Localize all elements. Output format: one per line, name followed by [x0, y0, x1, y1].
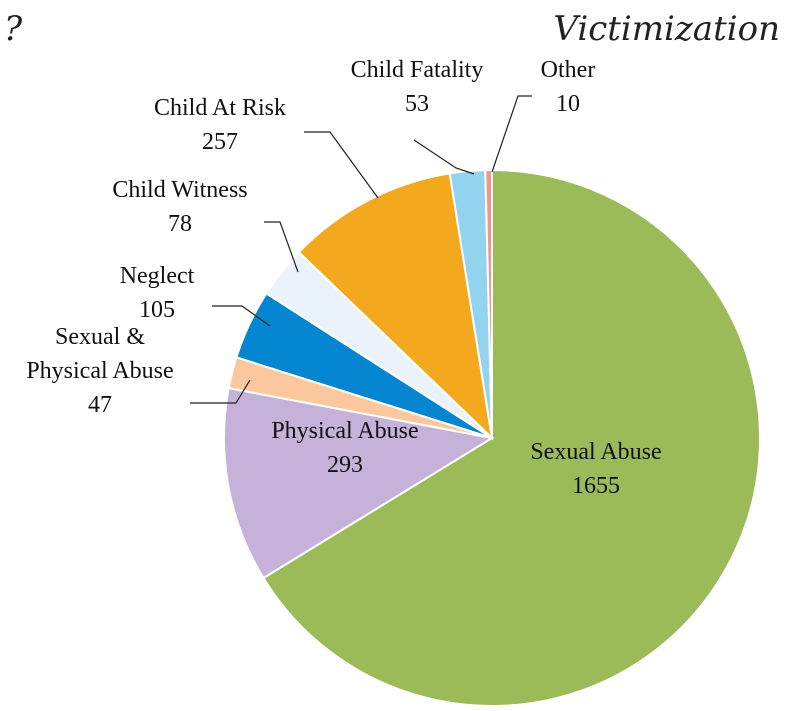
leader-line-neglect: [212, 305, 271, 327]
slice-labels: Sexual Abuse 1655 Physical Abuse 293 Sexual …: [26, 57, 661, 499]
slice-label-sexual-abuse: Sexual Abuse: [530, 439, 661, 465]
leader-line-child-fatality: [413, 139, 475, 175]
slice-value-neglect: 105: [139, 297, 175, 323]
pie-slice-child-at-risk: [297, 172, 494, 441]
slice-value-child-fatality: 53: [405, 91, 429, 117]
slice-label-sexual-and-physical-abuse-line-2: Physical Abuse: [26, 358, 173, 384]
pie-slices: [223, 168, 762, 707]
slice-label-child-fatality: Child Fatality: [351, 57, 484, 83]
slice-label-child-at-risk: Child At Risk: [154, 95, 286, 121]
slice-label-child-witness: Child Witness: [112, 177, 247, 203]
pie-slice-sexual-abuse: [262, 168, 762, 707]
leader-line-child-witness: [264, 221, 299, 273]
slice-value-other: 10: [556, 91, 580, 117]
pie-slice-other: [484, 168, 493, 439]
slice-value-physical-abuse: 293: [327, 452, 363, 478]
slice-value-sexual-and-physical-abuse: 47: [88, 392, 112, 418]
leader-line-child-at-risk: [304, 131, 379, 199]
slice-value-sexual-abuse: 1655: [572, 473, 620, 499]
leader-line-sexual-and-physical-abuse: [190, 379, 251, 404]
slice-label-physical-abuse: Physical Abuse: [271, 418, 418, 444]
header-fragment: ?: [4, 9, 23, 49]
leader-line-other: [491, 95, 532, 173]
slice-label-other: Other: [541, 57, 596, 83]
slice-label-sexual-and-physical-abuse-line-1: Sexual &: [55, 324, 145, 350]
slice-value-child-witness: 78: [168, 211, 192, 237]
slice-label-neglect: Neglect: [120, 263, 195, 289]
leader-lines: [190, 95, 532, 404]
slice-value-child-at-risk: 257: [202, 129, 238, 155]
chart-title: Victimization: [553, 9, 780, 49]
